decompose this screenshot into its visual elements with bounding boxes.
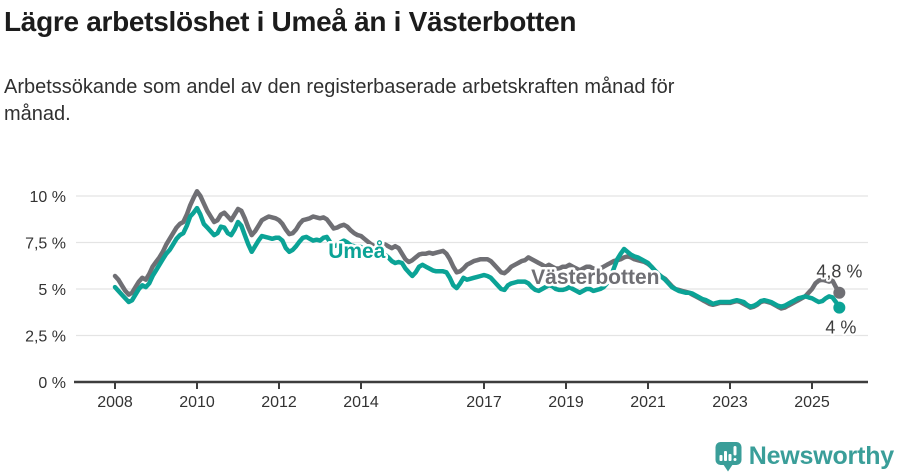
y-axis-label: 10 % [30,189,66,206]
y-axis-label: 0 % [38,375,66,392]
chart-subtitle: Arbetssökande som andel av den registerb… [4,76,675,125]
y-axis-label: 2,5 % [25,329,66,346]
brand-footer: Newsworthy [715,441,894,472]
series-label-vsterbotten: Västerbotten [531,266,659,289]
brand-name: Newsworthy [748,442,894,470]
y-axis-label: 7,5 % [25,236,66,253]
x-axis-label: 2008 [97,394,133,411]
x-axis-label: 2014 [343,394,379,411]
x-axis-label: 2010 [179,394,215,411]
y-axis-label: 5 % [38,282,66,299]
x-axis-label: 2025 [794,394,830,411]
x-axis-label: 2012 [261,394,297,411]
series-line-ume [112,205,842,310]
x-axis-label: 2021 [630,394,666,411]
series-end-dot-ume [833,301,846,314]
x-axis-label: 2019 [548,394,584,411]
end-value-label-ume: 4 % [825,318,856,338]
x-axis-label: 2023 [712,394,748,411]
x-axis-label: 2017 [466,394,502,411]
newsworthy-logo-icon [715,442,742,472]
series-line-vsterbotten [112,189,842,311]
series-end-dot-vsterbotten [833,286,846,299]
page-title: Lägre arbetslöshet i Umeå än i Västerbot… [4,6,577,37]
end-value-label-vsterbotten: 4,8 % [816,262,862,282]
series-label-ume: Umeå [328,240,386,263]
